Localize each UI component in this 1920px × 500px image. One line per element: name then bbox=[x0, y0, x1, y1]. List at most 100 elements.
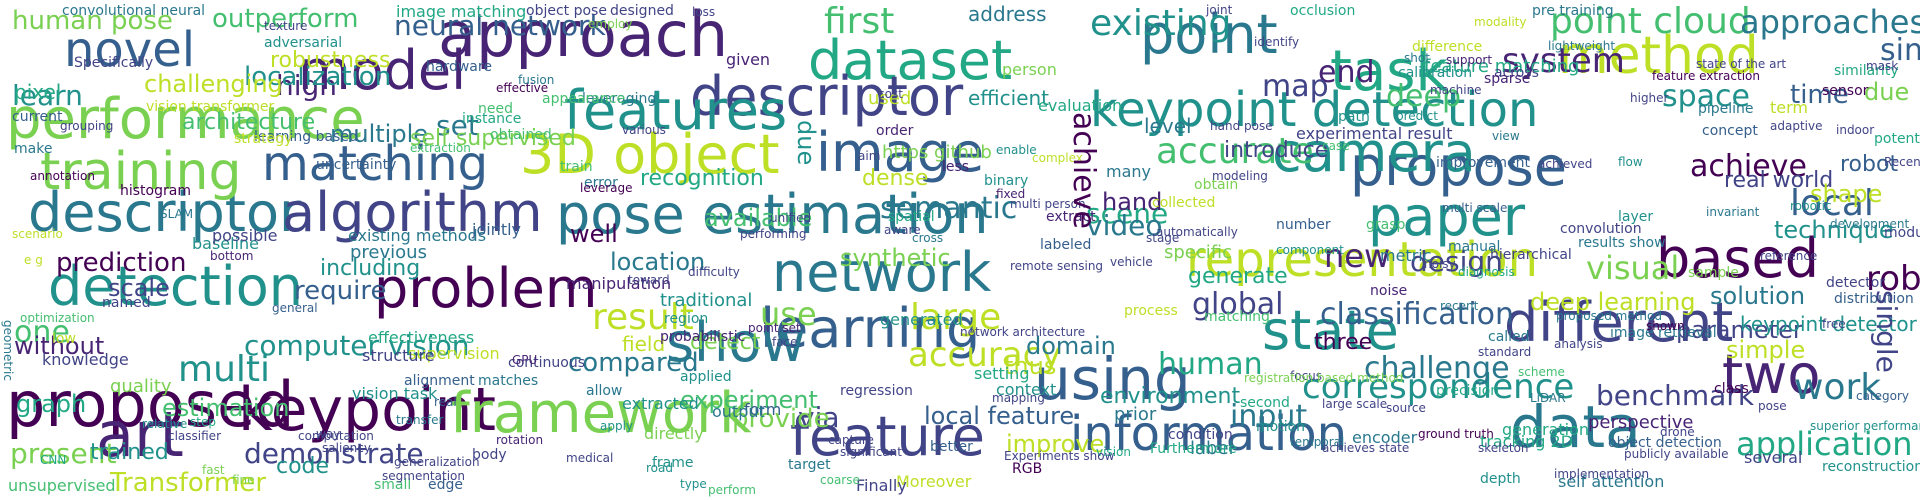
word: previous bbox=[350, 242, 427, 263]
word: network architecture bbox=[960, 325, 1086, 339]
word: class bbox=[1714, 381, 1749, 397]
word: image retrieval bbox=[1610, 325, 1717, 341]
word: extract bbox=[1046, 209, 1096, 225]
word: instance bbox=[462, 111, 522, 127]
word: present bbox=[10, 437, 117, 470]
word: evaluation bbox=[1038, 96, 1123, 115]
word: perspective bbox=[1588, 412, 1694, 433]
word: work bbox=[1794, 367, 1882, 408]
word: real world bbox=[1724, 168, 1834, 193]
word: jointly bbox=[472, 220, 522, 239]
word: application bbox=[1736, 425, 1913, 463]
word: accurate bbox=[1156, 131, 1314, 172]
word: probabilistic bbox=[660, 329, 746, 345]
word: many bbox=[1106, 162, 1151, 181]
word: capture bbox=[828, 433, 874, 447]
word: toward bbox=[628, 273, 670, 287]
word: available bbox=[704, 204, 813, 232]
word: human bbox=[1158, 347, 1263, 382]
word: loss bbox=[692, 5, 716, 19]
word: existing methods bbox=[348, 226, 487, 245]
word: standard bbox=[1478, 345, 1532, 359]
word: modality bbox=[1474, 15, 1527, 29]
word: coarse bbox=[820, 473, 860, 487]
word: condition bbox=[1168, 427, 1233, 443]
word: results show bbox=[1578, 235, 1666, 251]
word: case bbox=[1322, 139, 1350, 153]
word: accuracy bbox=[908, 335, 1062, 375]
word: generalization bbox=[394, 455, 480, 469]
word: metric bbox=[1380, 246, 1432, 265]
word: temporal bbox=[1290, 435, 1345, 449]
word: bottom bbox=[210, 249, 254, 263]
word: remote sensing bbox=[1010, 259, 1104, 273]
word: visual bbox=[1586, 249, 1680, 287]
word: learning based bbox=[254, 129, 358, 145]
word: first bbox=[824, 1, 895, 42]
word: real bbox=[434, 395, 457, 409]
word: pose estimation bbox=[556, 183, 989, 246]
word: support bbox=[1446, 53, 1493, 67]
word: trained bbox=[90, 440, 169, 465]
word: dense bbox=[862, 166, 929, 191]
word: GPU bbox=[512, 353, 538, 367]
word: prior bbox=[1114, 404, 1157, 425]
word: hand bbox=[1102, 188, 1163, 216]
word: scene bbox=[1086, 197, 1169, 230]
word: setting bbox=[974, 364, 1030, 383]
word: higher bbox=[1630, 91, 1669, 105]
word: complex bbox=[1032, 151, 1083, 165]
word: traditional bbox=[660, 290, 753, 311]
word: keypoint detector bbox=[1740, 312, 1917, 336]
word: hierarchical bbox=[1490, 247, 1572, 263]
word: environment bbox=[1100, 384, 1241, 409]
word: classification bbox=[1320, 297, 1515, 332]
word: drone bbox=[1660, 425, 1695, 439]
word: pixel bbox=[14, 80, 62, 104]
word: point set bbox=[748, 321, 801, 335]
word: geometric bbox=[1, 320, 15, 381]
word: edge bbox=[428, 477, 463, 493]
word: optimization bbox=[20, 311, 95, 325]
word: texture bbox=[264, 19, 308, 33]
word: adversarial bbox=[264, 35, 343, 51]
word: noise bbox=[1370, 283, 1408, 299]
word: 3D object bbox=[520, 123, 780, 186]
word: superior performance bbox=[1810, 419, 1920, 433]
word: due bbox=[792, 120, 820, 166]
word: new bbox=[1324, 237, 1391, 275]
word: generate bbox=[1188, 264, 1288, 289]
word: detection bbox=[48, 255, 304, 318]
word: show bbox=[666, 311, 806, 374]
word: hand pose bbox=[1210, 119, 1273, 133]
word: computation bbox=[298, 429, 374, 443]
word: different bbox=[1504, 291, 1734, 354]
word: robustness bbox=[270, 48, 391, 73]
word: robot bbox=[1840, 152, 1899, 177]
word: compared bbox=[568, 348, 699, 378]
word: similarity bbox=[1834, 63, 1899, 79]
word: called bbox=[1488, 329, 1530, 345]
word: training bbox=[40, 142, 242, 202]
word: point cloud bbox=[1550, 1, 1751, 42]
word: large scale bbox=[1322, 397, 1388, 411]
word: general bbox=[272, 301, 318, 315]
word: transfer bbox=[396, 413, 444, 427]
word: face bbox=[772, 335, 798, 349]
word: path bbox=[1338, 109, 1370, 125]
word: map bbox=[1262, 69, 1329, 104]
word: learning bbox=[760, 297, 981, 360]
word: specific bbox=[1164, 242, 1233, 263]
word: proposed method bbox=[1556, 309, 1662, 323]
word: semantic bbox=[880, 191, 1018, 226]
word: Moreover bbox=[896, 472, 972, 491]
word: fusion bbox=[518, 73, 555, 87]
word: paper bbox=[1368, 185, 1526, 248]
word: invariant bbox=[1706, 205, 1760, 219]
word: continuous bbox=[508, 355, 585, 371]
word: named bbox=[102, 295, 151, 311]
word: binary bbox=[984, 173, 1029, 189]
word: scale bbox=[108, 274, 170, 302]
word: medical bbox=[566, 451, 614, 465]
